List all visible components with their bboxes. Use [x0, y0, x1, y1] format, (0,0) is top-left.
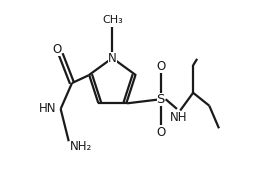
Text: O: O: [156, 60, 165, 73]
Text: HN: HN: [39, 102, 57, 115]
Text: NH: NH: [170, 110, 187, 123]
Text: S: S: [157, 93, 165, 106]
Text: NH₂: NH₂: [70, 140, 92, 153]
Text: CH₃: CH₃: [102, 15, 123, 25]
Text: O: O: [52, 43, 61, 56]
Text: O: O: [156, 126, 165, 139]
Text: N: N: [108, 51, 117, 64]
